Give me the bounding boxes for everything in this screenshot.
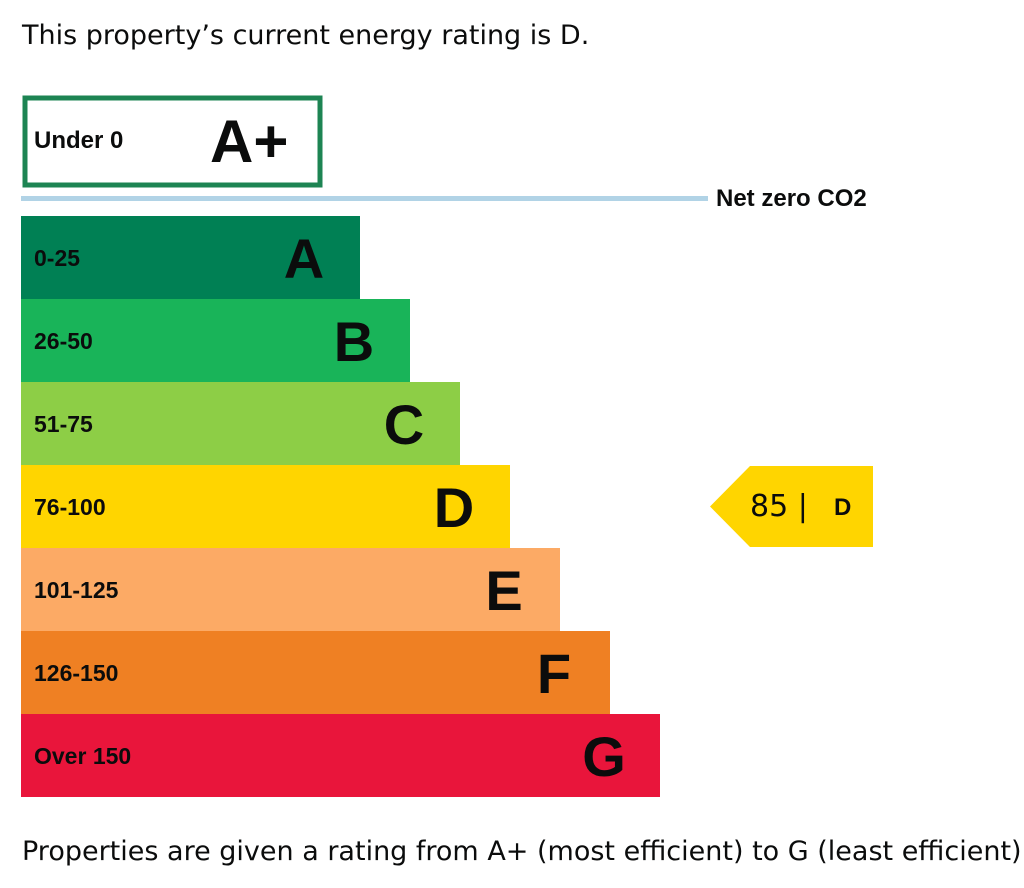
rating-band-range: 101-125 bbox=[34, 577, 119, 603]
net-zero-marker: Net zero CO2 bbox=[21, 185, 867, 212]
rating-band-range: 76-100 bbox=[34, 494, 106, 520]
rating-band-range: 0-25 bbox=[34, 245, 80, 271]
rating-band-f: 126-150 F bbox=[21, 631, 610, 714]
rating-band-bar bbox=[21, 382, 460, 465]
rating-band-bar bbox=[21, 631, 610, 714]
rating-band-letter: E bbox=[485, 559, 522, 622]
rating-band-letter: B bbox=[334, 310, 374, 373]
rating-bands: 0-25 A 26-50 B 51-75 C 76-100 D 101-125 E 126-150 F… bbox=[21, 216, 660, 797]
current-rating-score: 85 | bbox=[750, 489, 808, 524]
rating-band-bar bbox=[21, 714, 660, 797]
current-rating-arrow bbox=[710, 466, 873, 547]
rating-band-bar bbox=[21, 299, 410, 382]
rating-band-bar bbox=[21, 216, 360, 299]
aplus-band: Under 0 A+ bbox=[22, 95, 323, 188]
rating-band-d: 76-100 D bbox=[21, 465, 510, 548]
rating-band-a: 0-25 A bbox=[21, 216, 360, 299]
rating-band-range: 26-50 bbox=[34, 328, 93, 354]
aplus-band-letter: A+ bbox=[210, 108, 288, 175]
rating-band-range: 51-75 bbox=[34, 411, 93, 437]
rating-band-b: 26-50 B bbox=[21, 299, 410, 382]
aplus-band-range: Under 0 bbox=[34, 127, 123, 154]
rating-band-e: 101-125 E bbox=[21, 548, 560, 631]
aplus-band-border bbox=[22, 95, 323, 188]
rating-band-letter: G bbox=[582, 725, 626, 788]
rating-band-range: Over 150 bbox=[34, 743, 131, 769]
current-rating-marker: 85 | D bbox=[710, 466, 873, 547]
rating-band-letter: C bbox=[384, 393, 424, 456]
rating-band-c: 51-75 C bbox=[21, 382, 460, 465]
rating-band-range: 126-150 bbox=[34, 660, 118, 686]
footer-text: Properties are given a rating from A+ (m… bbox=[22, 836, 1024, 867]
rating-band-letter: F bbox=[537, 642, 571, 705]
net-zero-label: Net zero CO2 bbox=[716, 185, 867, 212]
rating-band-bar bbox=[21, 465, 510, 548]
rating-band-letter: D bbox=[434, 476, 474, 539]
net-zero-line bbox=[21, 196, 708, 201]
rating-band-g: Over 150 G bbox=[21, 714, 660, 797]
current-rating-letter: D bbox=[834, 494, 851, 521]
rating-band-letter: A bbox=[284, 227, 324, 290]
intro-text: This property’s current energy rating is… bbox=[22, 20, 590, 51]
rating-band-bar bbox=[21, 548, 560, 631]
